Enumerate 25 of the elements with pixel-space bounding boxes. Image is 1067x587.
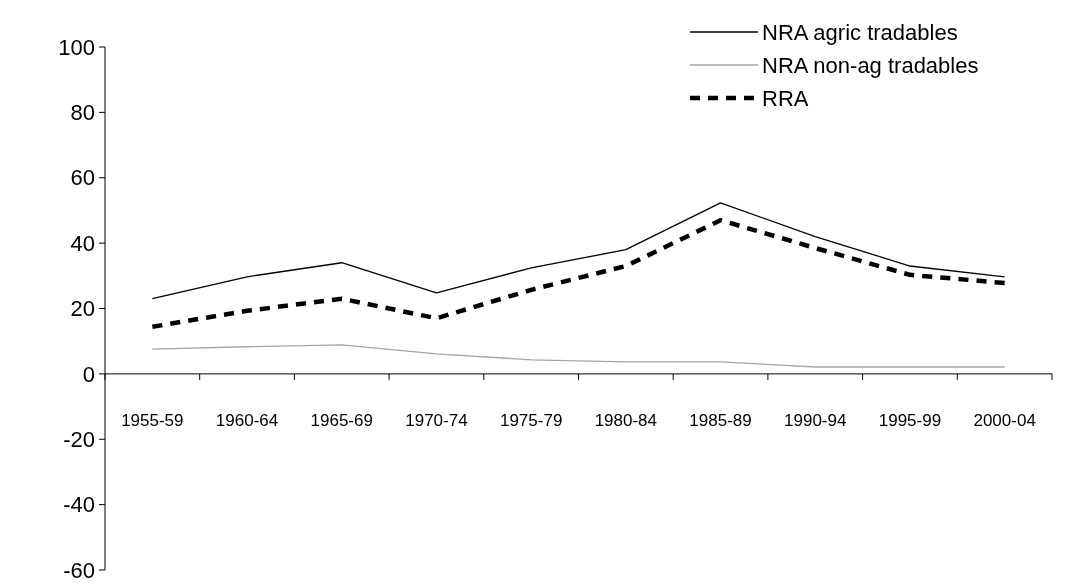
- y-tick-label: -60: [63, 557, 95, 583]
- legend-label: NRA agric tradables: [762, 19, 958, 45]
- x-tick-label: 1995-99: [878, 410, 942, 430]
- x-tick-label: 1960-64: [215, 410, 279, 430]
- x-tick-label: 1970-74: [405, 410, 468, 430]
- y-tick-label: 80: [70, 100, 95, 126]
- x-tick-label: 1980-84: [594, 410, 658, 430]
- x-tick-label: 2000-04: [973, 410, 1036, 430]
- x-tick-label: 1955-59: [121, 410, 184, 430]
- y-tick-label: 60: [70, 165, 95, 191]
- line-series: [151, 344, 1006, 368]
- y-tick-label: 0: [82, 361, 95, 387]
- line-series: [150, 217, 1007, 330]
- line-series: [151, 202, 1006, 300]
- legend-label: NRA non-ag tradables: [762, 52, 979, 78]
- x-tick-label: 1965-69: [310, 410, 373, 430]
- y-tick-label: 100: [58, 34, 95, 60]
- x-tick-label: 1985-89: [689, 410, 752, 430]
- y-tick-label: 40: [70, 230, 95, 256]
- y-tick-label: 20: [70, 296, 95, 322]
- legend-label: RRA: [762, 85, 809, 111]
- x-tick-label: 1975-79: [499, 410, 563, 430]
- y-tick-label: -20: [63, 426, 95, 452]
- y-tick-label: -40: [63, 492, 95, 518]
- x-tick-label: 1990-94: [784, 410, 847, 430]
